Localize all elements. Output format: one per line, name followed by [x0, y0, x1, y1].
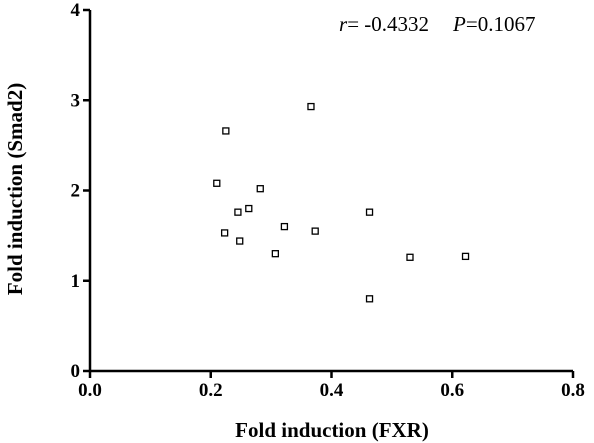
data-point: [271, 250, 280, 258]
data-point: [256, 185, 264, 193]
x-tick-label: 0.8: [561, 380, 585, 401]
data-point: [311, 227, 319, 235]
data-point: [307, 102, 315, 111]
p-symbol: P: [452, 12, 466, 36]
y-tick-label: 4: [71, 0, 81, 21]
x-tick-label: 0.6: [440, 380, 464, 401]
r-symbol: r: [339, 12, 348, 36]
correlation-annotation: r= -0.4332 P=0.1067: [339, 12, 535, 36]
p-value: =0.1067: [466, 12, 536, 36]
y-tick-label: 3: [71, 90, 81, 111]
y-tick-label: 1: [71, 271, 81, 292]
data-point: [234, 208, 242, 216]
data-point: [280, 222, 289, 231]
data-point: [461, 252, 470, 261]
data-point: [236, 237, 244, 245]
y-axis-ticks: 0 1 2 3 4: [71, 0, 90, 382]
data-point: [245, 204, 253, 213]
data-point: [406, 253, 414, 261]
data-point: [222, 127, 230, 135]
x-axis-ticks: 0.0 0.2 0.4 0.6 0.8: [78, 371, 585, 401]
x-tick-label: 0.4: [320, 380, 344, 401]
y-axis-title: Fold induction (Smad2): [3, 83, 27, 295]
x-tick-label: 0.0: [78, 380, 102, 401]
x-tick-label: 0.2: [199, 380, 223, 401]
data-points: [213, 102, 470, 303]
x-axis-title: Fold induction (FXR): [235, 418, 429, 442]
data-point: [365, 295, 374, 303]
data-point: [213, 179, 221, 187]
r-value: = -0.4332: [347, 12, 429, 36]
y-tick-label: 2: [71, 181, 81, 202]
plot-area: 0 1 2 3 4 0.0 0.2 0.4 0.6 0.8: [71, 0, 585, 401]
data-point: [365, 208, 374, 216]
data-point: [220, 229, 229, 237]
y-tick-label: 0: [71, 361, 81, 382]
